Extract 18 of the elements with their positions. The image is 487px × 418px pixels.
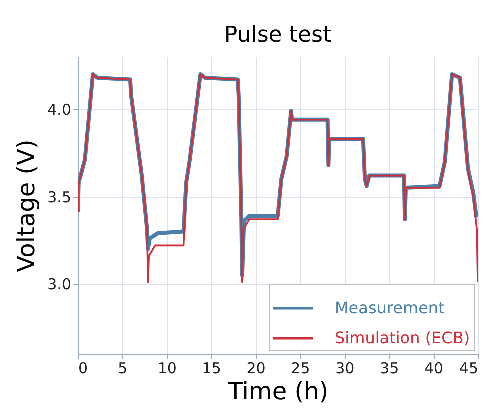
x-tick-label: 0: [78, 360, 88, 378]
y-tick-label: 4.0: [48, 100, 72, 119]
x-tick-label: 30: [336, 360, 355, 378]
x-tick-label: 35: [380, 360, 400, 378]
x-tick-label: 45: [459, 360, 478, 378]
legend-label: Measurement: [335, 298, 445, 318]
x-tick-label: 10: [158, 360, 177, 378]
x-tick-label: 20: [246, 360, 266, 378]
y-tick-label: 3.0: [48, 276, 72, 294]
legend-label: Simulation (ECB): [335, 328, 470, 348]
chart-title: Pulse test: [224, 23, 332, 48]
x-tick-label: 40: [424, 360, 444, 378]
y-axis-title: Voltage (V): [12, 140, 41, 272]
x-tick-label: 5: [118, 360, 128, 378]
x-axis-title: Time (h): [227, 378, 329, 406]
y-tick-label: 3.5: [48, 188, 72, 206]
x-tick-label: 25: [291, 360, 310, 378]
x-tick-label: 15: [202, 360, 222, 378]
